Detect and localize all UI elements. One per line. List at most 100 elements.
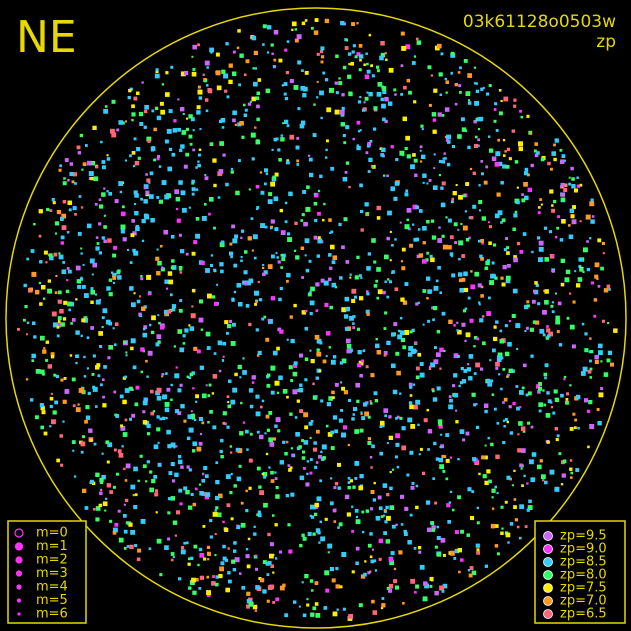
- star-dot: [146, 136, 152, 142]
- star-dot: [273, 58, 277, 62]
- star-dot: [141, 306, 146, 311]
- star-dot: [161, 83, 164, 86]
- star-dot: [270, 43, 274, 47]
- star-dot: [67, 200, 72, 205]
- star-dot: [145, 173, 148, 176]
- star-dot: [98, 198, 102, 201]
- star-dot: [432, 118, 437, 122]
- star-dot: [404, 282, 409, 286]
- star-dot: [529, 132, 533, 135]
- star-dot: [366, 62, 369, 66]
- star-dot: [310, 515, 315, 519]
- star-dot: [399, 221, 402, 224]
- star-dot: [328, 218, 332, 222]
- star-dot: [150, 389, 154, 394]
- star-dot: [473, 336, 478, 340]
- star-dot: [375, 515, 381, 521]
- star-dot: [461, 254, 466, 258]
- star-dot: [305, 268, 310, 273]
- star-dot: [457, 71, 461, 74]
- star-dot: [118, 537, 124, 543]
- star-dot: [192, 441, 197, 447]
- star-dot: [476, 337, 479, 341]
- star-dot: [133, 466, 138, 472]
- star-dot: [391, 332, 396, 337]
- star-dot: [133, 96, 138, 101]
- star-dot: [454, 83, 458, 87]
- star-dot: [307, 292, 312, 297]
- star-dot: [157, 260, 162, 266]
- star-dot: [373, 559, 377, 563]
- star-dot: [360, 228, 364, 232]
- star-dot: [320, 278, 325, 283]
- star-dot: [111, 132, 117, 138]
- star-dot: [497, 355, 501, 359]
- star-dot: [457, 355, 460, 358]
- star-dot: [193, 346, 198, 351]
- star-dot: [472, 204, 477, 209]
- star-dot: [503, 96, 509, 102]
- star-dot: [401, 445, 407, 451]
- star-dot: [330, 430, 334, 435]
- star-dot: [52, 201, 56, 205]
- star-dot: [607, 350, 613, 355]
- star-dot: [85, 415, 91, 420]
- star-dot: [146, 274, 152, 280]
- star-dot: [185, 127, 189, 131]
- star-dot: [551, 254, 555, 257]
- star-dot: [351, 570, 355, 574]
- star-dot: [413, 55, 417, 58]
- star-dot: [315, 613, 321, 618]
- star-dot: [94, 203, 98, 206]
- star-dot: [494, 524, 499, 528]
- star-dot: [371, 444, 375, 449]
- star-dot: [176, 218, 181, 223]
- star-dot: [406, 207, 412, 213]
- star-dot: [207, 88, 212, 93]
- star-dot: [299, 353, 304, 358]
- star-dot: [422, 173, 427, 178]
- star-dot: [338, 222, 342, 227]
- star-dot: [253, 532, 257, 536]
- star-dot: [380, 97, 384, 102]
- star-dot: [448, 501, 451, 504]
- star-dot: [589, 367, 593, 371]
- star-dot: [214, 554, 217, 557]
- star-dot: [95, 506, 101, 511]
- star-dot: [276, 391, 280, 395]
- star-dot: [320, 46, 325, 51]
- star-dot: [254, 609, 258, 612]
- star-dot: [119, 394, 124, 399]
- star-dot: [484, 480, 489, 486]
- star-dot: [144, 105, 149, 110]
- star-dot: [366, 292, 370, 296]
- star-dot: [481, 315, 485, 318]
- star-dot: [245, 59, 250, 64]
- star-dot: [495, 129, 499, 132]
- star-dot: [82, 435, 85, 439]
- star-dot: [352, 326, 356, 330]
- star-dot: [197, 163, 201, 168]
- star-dot: [365, 151, 369, 155]
- star-dot: [471, 570, 477, 576]
- star-dot: [386, 586, 390, 590]
- star-dot: [295, 145, 300, 150]
- star-dot: [513, 98, 517, 102]
- star-dot: [376, 69, 380, 73]
- star-dot: [279, 208, 283, 213]
- star-dot: [466, 367, 471, 372]
- star-dot: [133, 292, 136, 295]
- star-dot: [245, 429, 249, 434]
- star-dot: [424, 583, 429, 589]
- star-dot: [345, 125, 350, 130]
- star-dot: [334, 81, 338, 85]
- star-dot: [390, 551, 395, 556]
- star-dot: [92, 262, 98, 268]
- star-dot: [458, 570, 461, 574]
- star-dot: [226, 331, 229, 335]
- star-dot: [39, 403, 44, 408]
- star-dot: [77, 151, 82, 155]
- star-dot: [491, 488, 496, 493]
- star-dot: [131, 413, 136, 418]
- star-dot: [453, 557, 457, 560]
